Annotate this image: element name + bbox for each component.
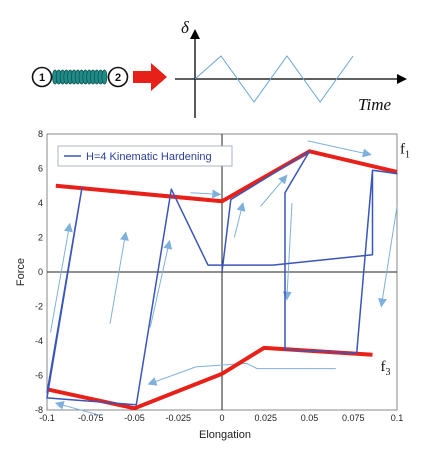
hysteresis-series bbox=[46, 150, 398, 406]
x-tick-label: -0.025 bbox=[165, 413, 191, 423]
x-tick-label: 0 bbox=[219, 413, 224, 423]
direction-arrow bbox=[282, 202, 293, 301]
yield-surface-f1 bbox=[55, 149, 398, 204]
coil-loop bbox=[101, 69, 108, 85]
direction-arrow bbox=[147, 362, 336, 386]
direction-arrow bbox=[260, 174, 288, 207]
y-tick-label: -4 bbox=[35, 336, 43, 346]
yield-surface-label: f1 bbox=[400, 141, 410, 160]
triangle-wave-signal bbox=[194, 55, 354, 103]
direction-arrow bbox=[190, 189, 222, 199]
force-elongation-chart: 8 6 4 2 0 -2 -4 -6 -8 -0.1 -0.075 -0.05 -0.025 0 0.02… bbox=[15, 129, 410, 441]
x-tick-label: 0.05 bbox=[301, 413, 319, 423]
y-tick-labels: 8 6 4 2 0 -2 -4 -6 -8 bbox=[35, 129, 43, 415]
x-tick-label: 0.075 bbox=[342, 413, 365, 423]
legend-box bbox=[57, 145, 233, 167]
direction-arrow bbox=[149, 239, 173, 328]
direction-arrow bbox=[378, 206, 398, 308]
yield-surface-subscript: 3 bbox=[386, 367, 391, 378]
time-label: Time bbox=[358, 95, 392, 114]
y-tick-label: 0 bbox=[38, 267, 43, 277]
y-tick-label: 2 bbox=[38, 233, 43, 243]
yield-surface-f3 bbox=[46, 345, 373, 411]
direction-arrow bbox=[54, 400, 100, 416]
series-line bbox=[46, 150, 398, 406]
node-1-label: 1 bbox=[39, 72, 45, 84]
spring-coil bbox=[52, 69, 108, 85]
x-tick-label: -0.1 bbox=[39, 413, 55, 423]
legend-label: H=4 Kinematic Hardening bbox=[86, 151, 212, 163]
x-tick-label: 0.1 bbox=[391, 413, 404, 423]
y-tick-label: 4 bbox=[38, 198, 43, 208]
yield-surface-label: f3 bbox=[381, 359, 391, 378]
y-axis-title: Force bbox=[15, 258, 27, 286]
node-2-label: 2 bbox=[115, 72, 121, 84]
yield-surface-labels: f1 f3 bbox=[381, 141, 411, 378]
node-1 bbox=[31, 66, 53, 88]
x-axis-title: Elongation bbox=[199, 429, 251, 441]
right-arrow-icon bbox=[133, 63, 167, 91]
direction-arrow bbox=[233, 202, 246, 238]
delta-label: δ bbox=[181, 18, 190, 37]
x-tick-label: -0.075 bbox=[78, 413, 104, 423]
direction-arrow bbox=[50, 222, 73, 333]
x-tick-label: -0.05 bbox=[124, 413, 145, 423]
x-tick-labels: -0.1 -0.075 -0.05 -0.025 0 0.025 0.05 0.075 0.1 bbox=[39, 413, 403, 423]
input-signal-plot: δ Time bbox=[175, 18, 407, 118]
spring-element: 1 2 bbox=[31, 66, 129, 88]
yield-surface-subscript: 1 bbox=[405, 149, 410, 160]
y-tick-label: 8 bbox=[38, 129, 43, 139]
x-tick-label: 0.025 bbox=[254, 413, 277, 423]
direction-arrow bbox=[307, 140, 372, 158]
direction-arrows bbox=[50, 140, 398, 416]
y-tick-label: 6 bbox=[38, 164, 43, 174]
legend: H=4 Kinematic Hardening bbox=[57, 145, 233, 167]
direction-arrow bbox=[109, 231, 129, 324]
y-tick-label: -8 bbox=[35, 405, 43, 415]
y-tick-label: -6 bbox=[35, 371, 43, 381]
node-2 bbox=[107, 66, 129, 88]
y-tick-label: -2 bbox=[35, 302, 43, 312]
